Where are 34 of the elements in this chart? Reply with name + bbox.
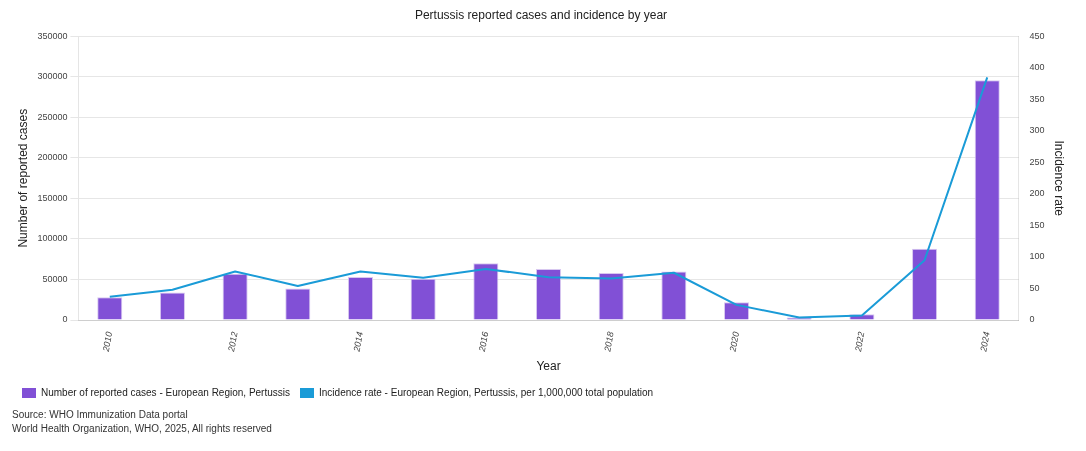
y-tick-label: 100000 <box>37 233 68 244</box>
x-tick-label: 2020 <box>727 330 741 354</box>
y-tick-label: 50000 <box>42 273 68 284</box>
x-tick-label: 2010 <box>100 330 115 354</box>
y2-tick-label: 250 <box>1029 156 1045 167</box>
y2-tick-label: 450 <box>1029 30 1045 41</box>
x-tick-label: 2014 <box>351 330 365 354</box>
x-axis-title: Year <box>536 359 561 374</box>
y2-tick-label: 200 <box>1029 188 1045 199</box>
y2-tick-label: 350 <box>1029 93 1045 104</box>
y2-tick-label: 50 <box>1029 282 1040 293</box>
y-axis-title: Number of reported cases <box>15 108 30 248</box>
source-note: Source: WHO Immunization Data portal <box>12 408 189 422</box>
y2-tick-label: 400 <box>1029 62 1045 73</box>
y2-tick-label: 100 <box>1029 251 1045 262</box>
y2-tick-label: 0 <box>1029 314 1035 325</box>
legend-label: Incidence rate - European Region, Pertussis, per 1,000,000 total population <box>319 386 654 398</box>
x-tick-label: 2022 <box>852 330 867 354</box>
legend-label: Number of reported cases - European Region, Pertussis <box>41 386 291 398</box>
y-tick-label: 300000 <box>37 71 68 82</box>
y-tick-label: 350000 <box>37 30 68 41</box>
x-tick-label: 2018 <box>602 330 616 354</box>
x-tick-label: 2024 <box>978 330 992 354</box>
y2-axis-title: Incidence rate <box>1052 140 1067 217</box>
y2-tick-label: 300 <box>1029 125 1045 136</box>
y2-tick-label: 150 <box>1029 219 1045 230</box>
y-tick-label: 200000 <box>37 152 68 163</box>
x-tick-label: 2012 <box>226 330 240 354</box>
y-tick-label: 0 <box>62 314 68 325</box>
y-tick-label: 150000 <box>37 192 68 203</box>
text: World Health Organization, WHO, 2025, All rights reserved <box>12 422 273 436</box>
x-tick-label: 2016 <box>476 330 491 354</box>
y-tick-label: 250000 <box>37 111 68 122</box>
chart-title: Pertussis reported cases and incidence by year <box>414 7 668 22</box>
